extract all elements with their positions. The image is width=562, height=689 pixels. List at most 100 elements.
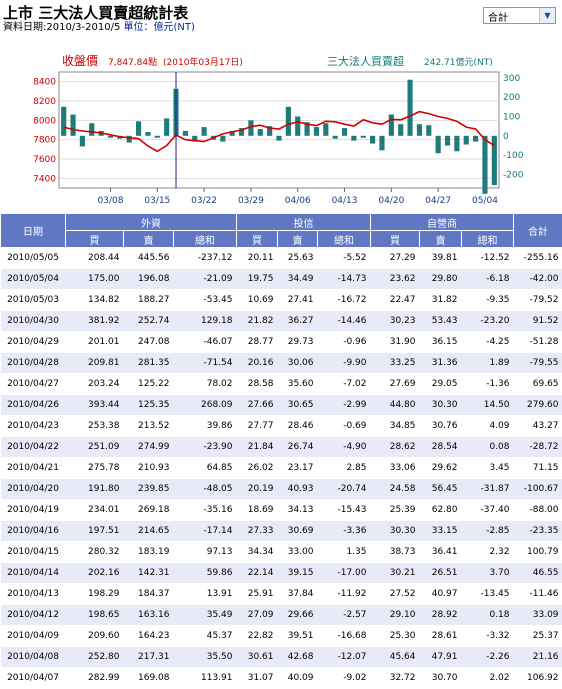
row-cell: 33.06	[371, 458, 420, 479]
row-cell: 36.27	[278, 311, 318, 332]
row-cell: -14.73	[318, 269, 371, 290]
row-cell: 279.60	[514, 395, 562, 416]
net-bar	[398, 124, 403, 136]
plot-area	[59, 72, 499, 188]
chevron-down-icon[interactable]: ▼	[539, 8, 555, 23]
row-cell: 169.08	[124, 668, 174, 689]
col-foreign-buy: 買	[66, 231, 124, 248]
row-cell: 30.70	[420, 668, 462, 689]
row-cell: 30.30	[420, 395, 462, 416]
row-cell: 22.47	[371, 290, 420, 311]
right-tick-label: -200	[503, 170, 524, 180]
row-date: 2010/05/05	[1, 248, 66, 269]
row-cell: 20.19	[237, 479, 278, 500]
net-bar	[276, 136, 281, 141]
row-cell: -237.12	[174, 248, 237, 269]
row-cell: 164.23	[124, 626, 174, 647]
row-cell: 32.72	[371, 668, 420, 689]
row-cell: 4.09	[462, 416, 514, 437]
row-cell: 19.75	[237, 269, 278, 290]
row-cell: 27.29	[371, 248, 420, 269]
col-foreign: 外資	[66, 214, 237, 231]
row-cell: 26.51	[420, 563, 462, 584]
x-tick-label: 04/13	[332, 196, 358, 206]
row-cell: 3.70	[462, 563, 514, 584]
row-cell: -20.74	[318, 479, 371, 500]
right-tick-label: 300	[503, 74, 520, 84]
row-cell: -12.07	[318, 647, 371, 668]
row-cell: 2.02	[462, 668, 514, 689]
row-cell: 21.16	[514, 647, 562, 668]
category-select-value: 合計	[488, 9, 508, 24]
row-cell: -37.40	[462, 500, 514, 521]
row-cell: 209.81	[66, 353, 124, 374]
row-cell: 34.34	[237, 542, 278, 563]
row-cell: 125.22	[124, 374, 174, 395]
row-cell: -28.72	[514, 437, 562, 458]
row-cell: 64.85	[174, 458, 237, 479]
col-dealer-net: 總和	[462, 231, 514, 248]
row-cell: 47.91	[420, 647, 462, 668]
row-cell: -3.32	[462, 626, 514, 647]
row-cell: 31.36	[420, 353, 462, 374]
row-cell: 393.44	[66, 395, 124, 416]
row-cell: 26.74	[278, 437, 318, 458]
row-cell: 28.61	[420, 626, 462, 647]
row-cell: 31.90	[371, 332, 420, 353]
row-cell: 36.15	[420, 332, 462, 353]
left-tick-label: 7600	[33, 155, 56, 165]
row-cell: 40.93	[278, 479, 318, 500]
net-bar	[108, 136, 113, 138]
net-bar	[454, 136, 459, 151]
row-cell: 247.08	[124, 332, 174, 353]
row-cell: 42.68	[278, 647, 318, 668]
close-price-label: 收盤價	[62, 54, 98, 68]
row-date: 2010/04/26	[1, 395, 66, 416]
row-cell: 0.08	[462, 437, 514, 458]
row-cell: 213.52	[124, 416, 174, 437]
net-bar	[492, 136, 497, 185]
row-cell: -255.16	[514, 248, 562, 269]
row-cell: 40.09	[278, 668, 318, 689]
row-cell: 30.23	[371, 311, 420, 332]
net-bar	[342, 128, 347, 136]
col-dealer: 自營商	[371, 214, 514, 231]
row-cell: -17.14	[174, 521, 237, 542]
row-cell: -12.52	[462, 248, 514, 269]
row-cell: 43.27	[514, 416, 562, 437]
net-bar	[361, 136, 366, 138]
row-cell: -13.45	[462, 584, 514, 605]
row-cell: 252.80	[66, 647, 124, 668]
row-cell: 253.38	[66, 416, 124, 437]
row-cell: 197.51	[66, 521, 124, 542]
row-cell: 129.18	[174, 311, 237, 332]
row-cell: 239.85	[124, 479, 174, 500]
row-cell: 210.93	[124, 458, 174, 479]
row-cell: 142.31	[124, 563, 174, 584]
row-cell: 184.37	[124, 584, 174, 605]
x-tick-label: 05/04	[472, 196, 498, 206]
row-cell: 28.77	[237, 332, 278, 353]
row-cell: 217.31	[124, 647, 174, 668]
net-bar	[145, 132, 150, 136]
row-cell: 27.69	[371, 374, 420, 395]
row-date: 2010/04/28	[1, 353, 66, 374]
category-select[interactable]: 合計 ▼	[483, 7, 556, 24]
row-cell: 45.37	[174, 626, 237, 647]
row-cell: 39.81	[420, 248, 462, 269]
row-cell: 44.80	[371, 395, 420, 416]
row-cell: -0.69	[318, 416, 371, 437]
row-cell: 1.89	[462, 353, 514, 374]
col-foreign-net: 總和	[174, 231, 237, 248]
row-cell: 34.85	[371, 416, 420, 437]
